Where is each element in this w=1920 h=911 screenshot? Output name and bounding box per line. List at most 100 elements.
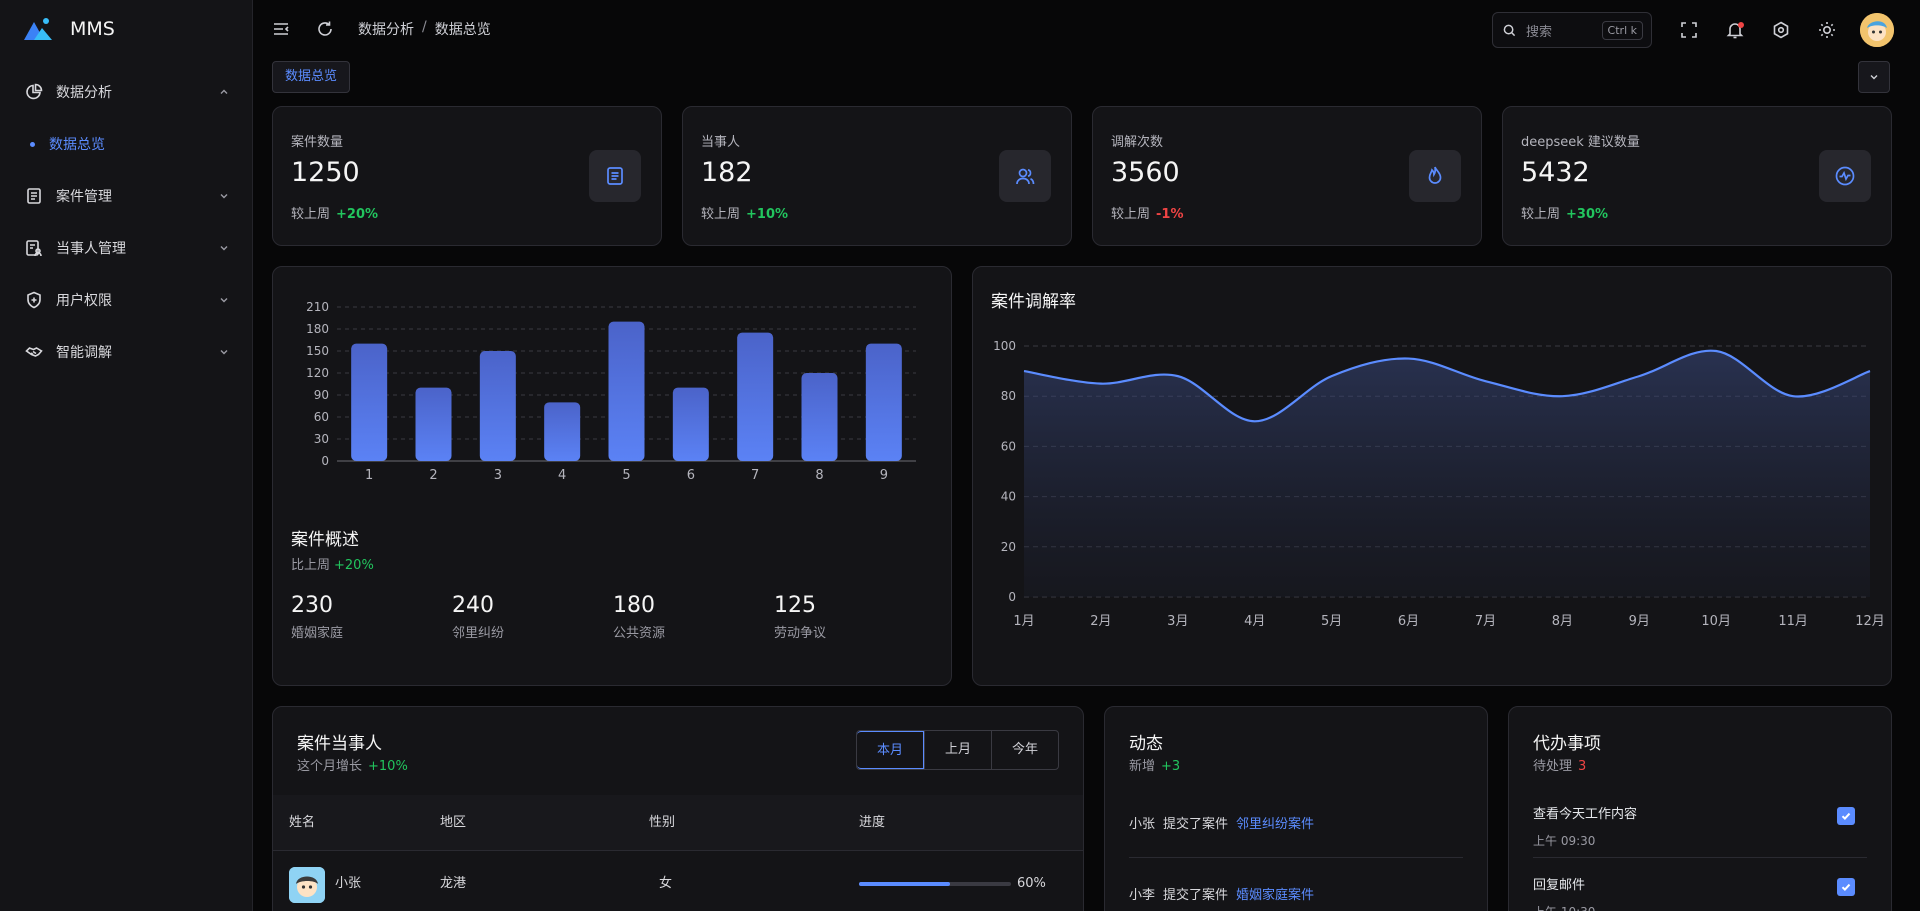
tab-this-month[interactable]: 本月 bbox=[857, 731, 924, 769]
sidebar-item-data-analysis[interactable]: 数据分析 bbox=[0, 66, 252, 118]
party-progress-bar bbox=[859, 882, 1011, 886]
todo-item-title: 回复邮件 bbox=[1533, 878, 1586, 893]
x-tick-label: 5月 bbox=[1321, 614, 1342, 629]
party-region: 龙港 bbox=[440, 876, 467, 891]
tab-last-month[interactable]: 上月 bbox=[924, 731, 991, 769]
overview-stat-value: 230 bbox=[291, 593, 333, 618]
bar bbox=[801, 373, 838, 461]
x-tick-label: 1 bbox=[365, 468, 373, 483]
parties-card: 案件当事人 这个月增长 +10% 本月 上月 今年 姓名 地区 性别 进度 小张 … bbox=[272, 706, 1084, 911]
fullscreen-icon bbox=[1681, 22, 1697, 38]
x-tick-label: 7月 bbox=[1475, 614, 1496, 629]
period-tabs: 本月 上月 今年 bbox=[856, 730, 1059, 770]
stat-icon-box bbox=[1409, 150, 1461, 202]
notifications-button[interactable] bbox=[1712, 21, 1758, 39]
y-tick-label: 60 bbox=[314, 410, 329, 424]
breadcrumb-item[interactable]: 数据分析 bbox=[358, 22, 414, 38]
sidebar-item-data-overview[interactable]: 数据总览 bbox=[0, 118, 252, 170]
progress-fill bbox=[859, 882, 951, 886]
handshake-icon bbox=[24, 342, 44, 362]
todo-item: 查看今天工作内容 上午 09:30 bbox=[1533, 803, 1867, 849]
breadcrumb: 数据分析 / 数据总览 bbox=[358, 19, 491, 39]
settings-hexagon-icon bbox=[1773, 21, 1789, 39]
y-tick-label: 60 bbox=[1001, 439, 1016, 453]
overview-compare-label: 比上周 bbox=[291, 558, 331, 573]
user-avatar[interactable] bbox=[1860, 13, 1894, 47]
feed-link[interactable]: 邻里纠纷案件 bbox=[1236, 817, 1315, 832]
feed-title: 动态 bbox=[1129, 734, 1163, 754]
column-header-gender: 性别 bbox=[649, 815, 676, 830]
stat-label: 案件数量 bbox=[291, 135, 344, 150]
x-tick-label: 6 bbox=[687, 468, 695, 483]
sidebar: MMS 数据分析 数据总览 案件管理 当事人管理 bbox=[0, 0, 253, 911]
sidebar-item-smart-mediation[interactable]: 智能调解 bbox=[0, 326, 252, 378]
activity-icon bbox=[1835, 166, 1855, 186]
menu-fold-icon[interactable] bbox=[270, 18, 292, 40]
feed-action: 提交了案件 bbox=[1163, 888, 1229, 903]
top-header: 数据分析 / 数据总览 搜索 Ctrl k bbox=[253, 0, 1920, 58]
stat-compare: 较上周 +10% bbox=[701, 203, 788, 222]
refresh-icon[interactable] bbox=[314, 18, 336, 40]
x-tick-label: 2 bbox=[429, 468, 437, 483]
x-tick-label: 9月 bbox=[1629, 614, 1650, 629]
stat-value: 3560 bbox=[1111, 157, 1180, 188]
header-tools: 搜索 Ctrl k bbox=[1492, 12, 1894, 48]
chevron-down-icon bbox=[220, 194, 228, 199]
brand-name: MMS bbox=[70, 18, 115, 40]
sidebar-item-label: 当事人管理 bbox=[56, 241, 126, 257]
tab-this-year[interactable]: 今年 bbox=[991, 731, 1058, 769]
overview-title: 案件概述 bbox=[291, 530, 359, 550]
overview-stat-label: 婚姻家庭 bbox=[291, 626, 344, 641]
stat-label: deepseek 建议数量 bbox=[1521, 135, 1640, 150]
stat-value: 1250 bbox=[291, 157, 360, 188]
overview-stat: 125 劳动争议 bbox=[774, 593, 826, 641]
overview-stat-label: 公共资源 bbox=[613, 626, 666, 641]
page-tab-tag[interactable]: 数据总览 bbox=[272, 61, 351, 93]
stat-compare: 较上周 -1% bbox=[1111, 203, 1183, 222]
theme-toggle-button[interactable] bbox=[1804, 21, 1850, 39]
fire-icon bbox=[1428, 166, 1442, 184]
y-tick-label: 90 bbox=[314, 388, 329, 402]
todo-count: 3 bbox=[1578, 759, 1587, 774]
overview-stat-label: 邻里纠纷 bbox=[452, 626, 505, 641]
settings-button[interactable] bbox=[1758, 21, 1804, 39]
parties-change: +10% bbox=[368, 759, 408, 774]
search-input[interactable]: 搜索 Ctrl k bbox=[1492, 12, 1652, 48]
x-tick-label: 4月 bbox=[1244, 614, 1265, 629]
check-icon bbox=[1841, 812, 1851, 821]
stat-icon-box bbox=[1819, 150, 1871, 202]
todo-subtitle: 待处理 3 bbox=[1533, 755, 1586, 774]
party-progress-label: 60% bbox=[1017, 876, 1046, 891]
stat-card-parties: 当事人 182 较上周 +10% bbox=[682, 106, 1072, 246]
bar bbox=[737, 332, 774, 461]
chevron-down-icon bbox=[220, 246, 228, 251]
x-tick-label: 8月 bbox=[1552, 614, 1573, 629]
brand[interactable]: MMS bbox=[0, 0, 252, 58]
fullscreen-button[interactable] bbox=[1666, 21, 1712, 39]
sidebar-item-label: 智能调解 bbox=[56, 345, 112, 361]
stat-label: 当事人 bbox=[701, 135, 741, 150]
stat-compare-label: 较上周 bbox=[1521, 207, 1561, 222]
document-icon bbox=[24, 186, 44, 206]
feed-item: 小李 提交了案件 婚姻家庭案件 bbox=[1129, 884, 1463, 903]
notification-dot bbox=[1738, 22, 1744, 28]
sidebar-item-party-management[interactable]: 当事人管理 bbox=[0, 222, 252, 274]
x-tick-label: 8 bbox=[815, 468, 823, 483]
parties-subtitle: 这个月增长 +10% bbox=[297, 755, 408, 774]
x-tick-label: 6月 bbox=[1398, 614, 1419, 629]
bar bbox=[865, 343, 902, 461]
todo-checkbox[interactable] bbox=[1837, 807, 1855, 825]
stat-change: +10% bbox=[746, 207, 789, 222]
bar bbox=[415, 387, 452, 461]
feed-link[interactable]: 婚姻家庭案件 bbox=[1236, 888, 1315, 903]
sidebar-item-case-management[interactable]: 案件管理 bbox=[0, 170, 252, 222]
sidebar-item-user-permissions[interactable]: 用户权限 bbox=[0, 274, 252, 326]
chevron-down-icon bbox=[1870, 75, 1878, 80]
table-row[interactable]: 小张 龙港 女 60% bbox=[273, 851, 1083, 911]
feed-user: 小李 bbox=[1129, 888, 1156, 903]
tags-dropdown-button[interactable] bbox=[1858, 61, 1890, 93]
stat-icon-box bbox=[999, 150, 1051, 202]
series-line bbox=[1023, 349, 1871, 423]
todo-checkbox[interactable] bbox=[1837, 878, 1855, 896]
search-shortcut-badge: Ctrl k bbox=[1601, 20, 1643, 40]
